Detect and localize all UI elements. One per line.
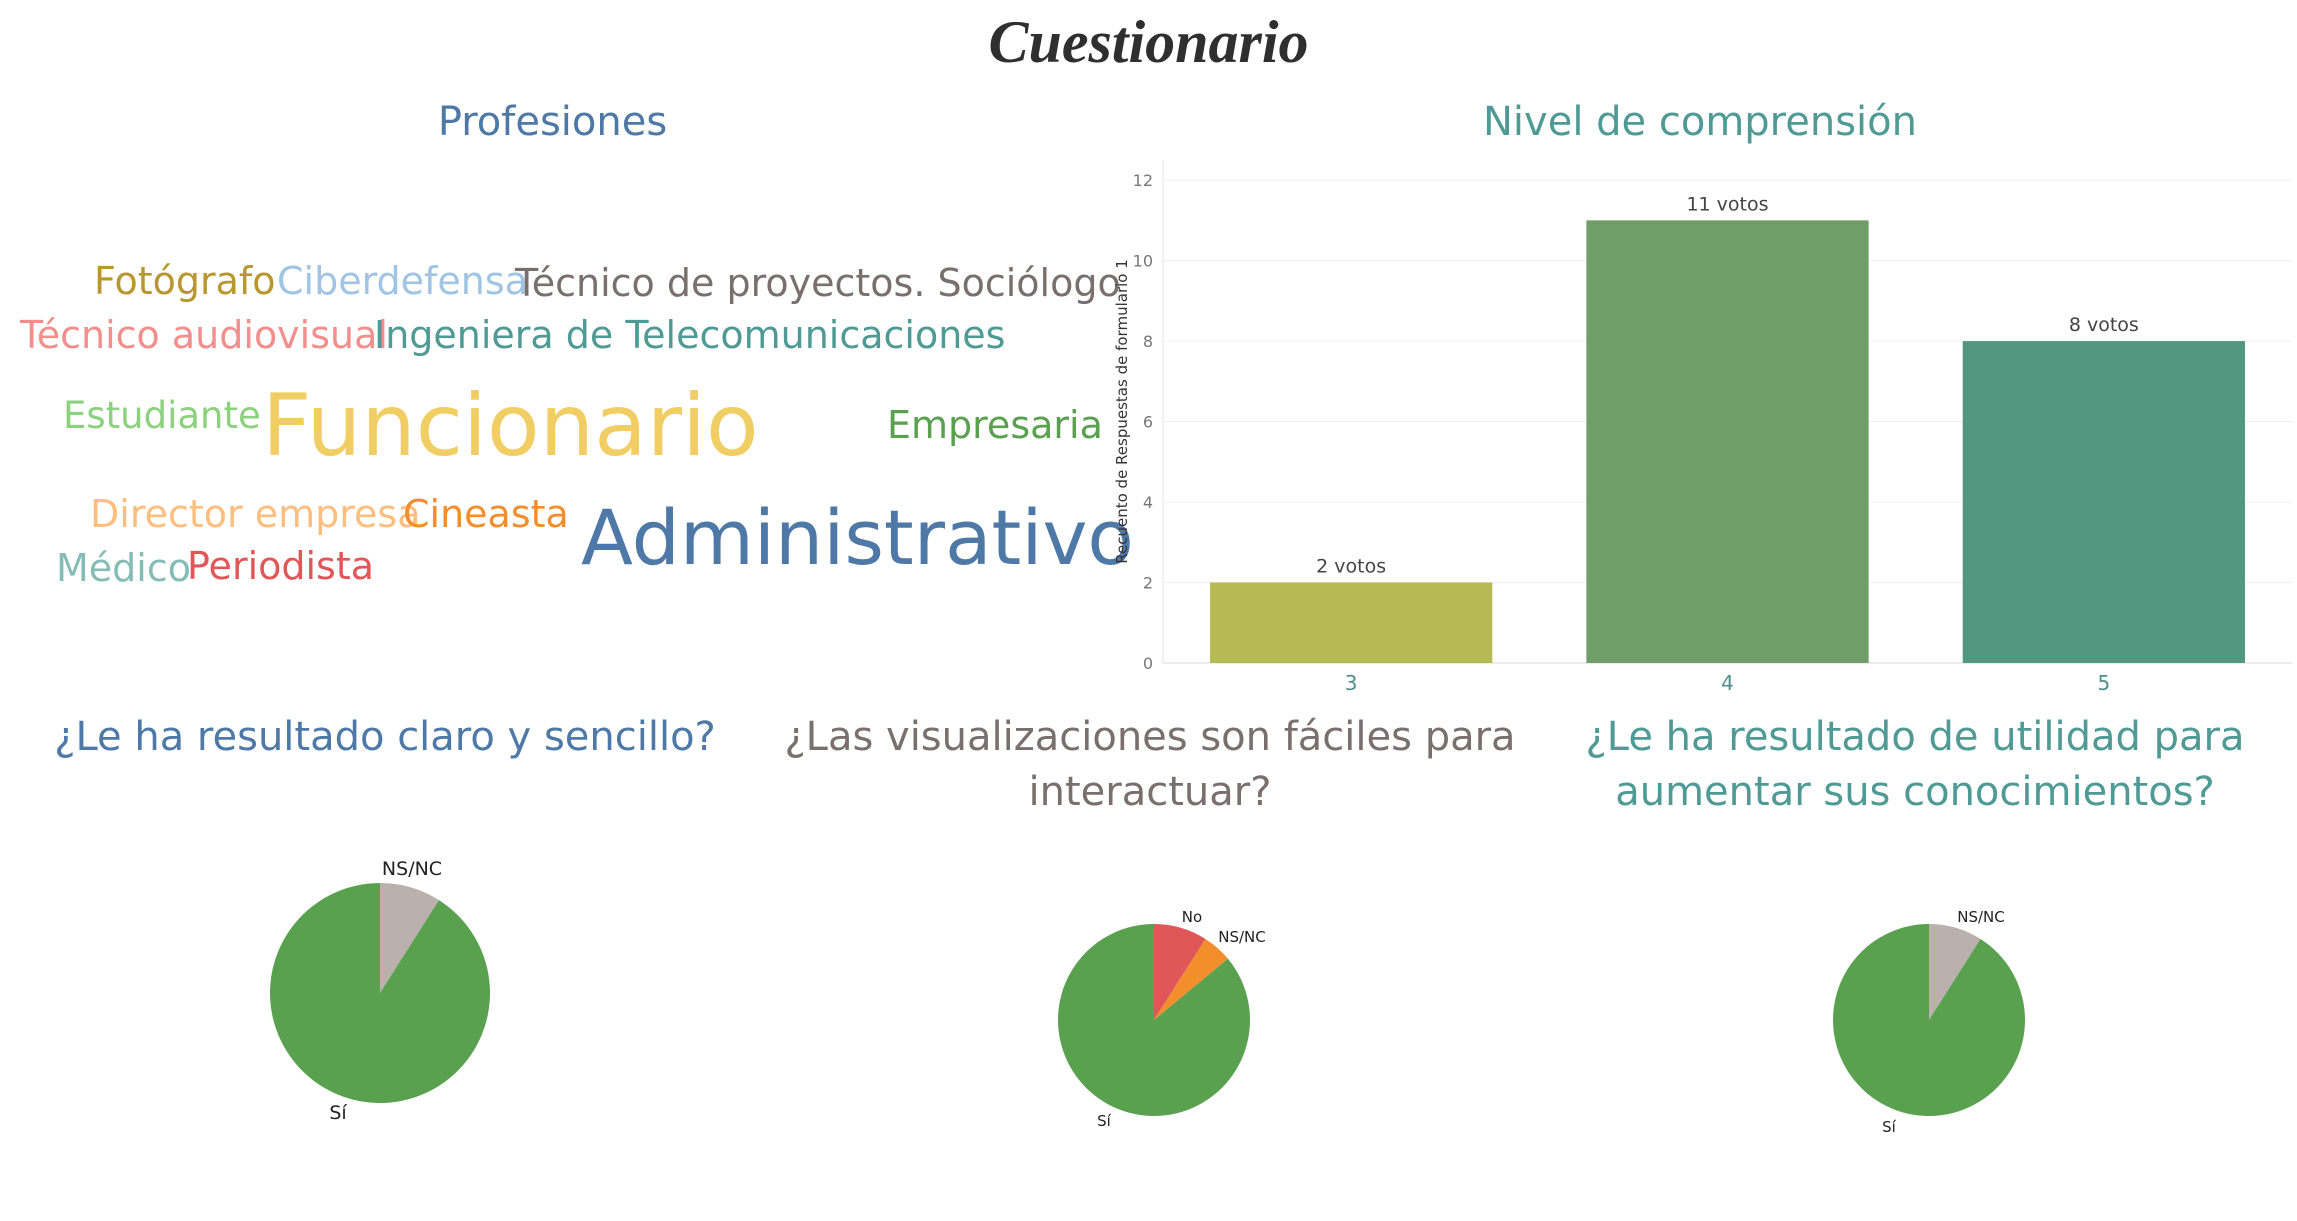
pie3-label: NS/NC <box>1957 908 2005 926</box>
bar-5[interactable] <box>1962 341 2245 663</box>
pie2-slice-s[interactable] <box>1057 924 1250 1116</box>
bar-data-label: 8 votos <box>2069 314 2139 336</box>
pie1-slice-nsnc[interactable] <box>380 883 439 993</box>
word-ingeniera-telecomunicaciones[interactable]: Ingeniera de Telecomunicaciones <box>374 313 1006 357</box>
bar-x-tick-label: 4 <box>1721 671 1734 695</box>
profession-wordcloud: Fotógrafo Ciberdefensa Técnico de proyec… <box>0 0 1134 700</box>
word-cineasta[interactable]: Cineasta <box>403 492 569 536</box>
bar-y-tick-label: 12 <box>1133 171 1153 190</box>
word-ciberdefensa[interactable]: Ciberdefensa <box>277 259 528 303</box>
bar-y-axis-label: Recuento de Respuestas de formulario 1 <box>1113 259 1131 564</box>
bar-data-label: 2 votos <box>1316 556 1386 578</box>
bar-y-tick-label: 6 <box>1143 413 1153 432</box>
word-tecnico-proyectos[interactable]: Técnico de proyectos. Sociólogo <box>515 261 1121 305</box>
pie3-slice-nsnc[interactable] <box>1929 924 1981 1020</box>
word-director-empresa[interactable]: Director empresa <box>90 492 421 536</box>
word-funcionario[interactable]: Funcionario <box>262 376 759 476</box>
bar-3[interactable] <box>1210 582 1493 663</box>
pie2-label: No <box>1182 908 1202 926</box>
word-fotografo[interactable]: Fotógrafo <box>94 259 276 303</box>
word-medico[interactable]: Médico <box>56 546 191 590</box>
pie2-slice-no[interactable] <box>1154 924 1206 1020</box>
word-administrativo[interactable]: Administrativo <box>581 493 1134 582</box>
pie1-label: Sí <box>329 1102 347 1124</box>
bar-chart-title: Nivel de comprensión <box>1483 99 1917 145</box>
bar-y-tick-label: 2 <box>1143 574 1153 593</box>
pie2-slice-nsnc[interactable] <box>1154 938 1228 1020</box>
pie2-title: ¿Las visualizaciones son fáciles para in… <box>784 714 1516 815</box>
pie2-label: NS/NC <box>1218 928 1266 946</box>
bar-y-tick-label: 8 <box>1143 332 1153 351</box>
bar-data-label: 11 votos <box>1686 193 1768 215</box>
pie1-title: ¿Le ha resultado claro y sencillo? <box>54 714 716 760</box>
bar-y-tick-label: 0 <box>1143 654 1153 673</box>
pie3-title: ¿Le ha resultado de utilidad para aument… <box>1585 714 2245 815</box>
pie1-label: NS/NC <box>382 858 442 880</box>
dashboard-title: Cuestionario <box>988 9 1309 75</box>
word-tecnico-audiovisual[interactable]: Técnico audiovisual <box>20 313 388 357</box>
wordcloud-title: Profesiones <box>437 99 668 145</box>
bar-y-tick-label: 4 <box>1143 493 1153 512</box>
pie2-label: Sí <box>1097 1112 1112 1130</box>
pie1-slice-s[interactable] <box>269 882 490 1103</box>
bar-x-tick-label: 5 <box>2097 671 2110 695</box>
bar-4[interactable] <box>1586 220 1869 664</box>
word-estudiante[interactable]: Estudiante <box>63 394 261 437</box>
word-empresaria[interactable]: Empresaria <box>887 403 1103 447</box>
word-periodista[interactable]: Periodista <box>187 544 375 588</box>
bar-y-tick-label: 10 <box>1133 252 1153 271</box>
pie3-slice-s[interactable] <box>1833 924 2025 1116</box>
bar-x-tick-label: 3 <box>1345 671 1358 695</box>
pie3-label: Sí <box>1882 1118 1897 1136</box>
